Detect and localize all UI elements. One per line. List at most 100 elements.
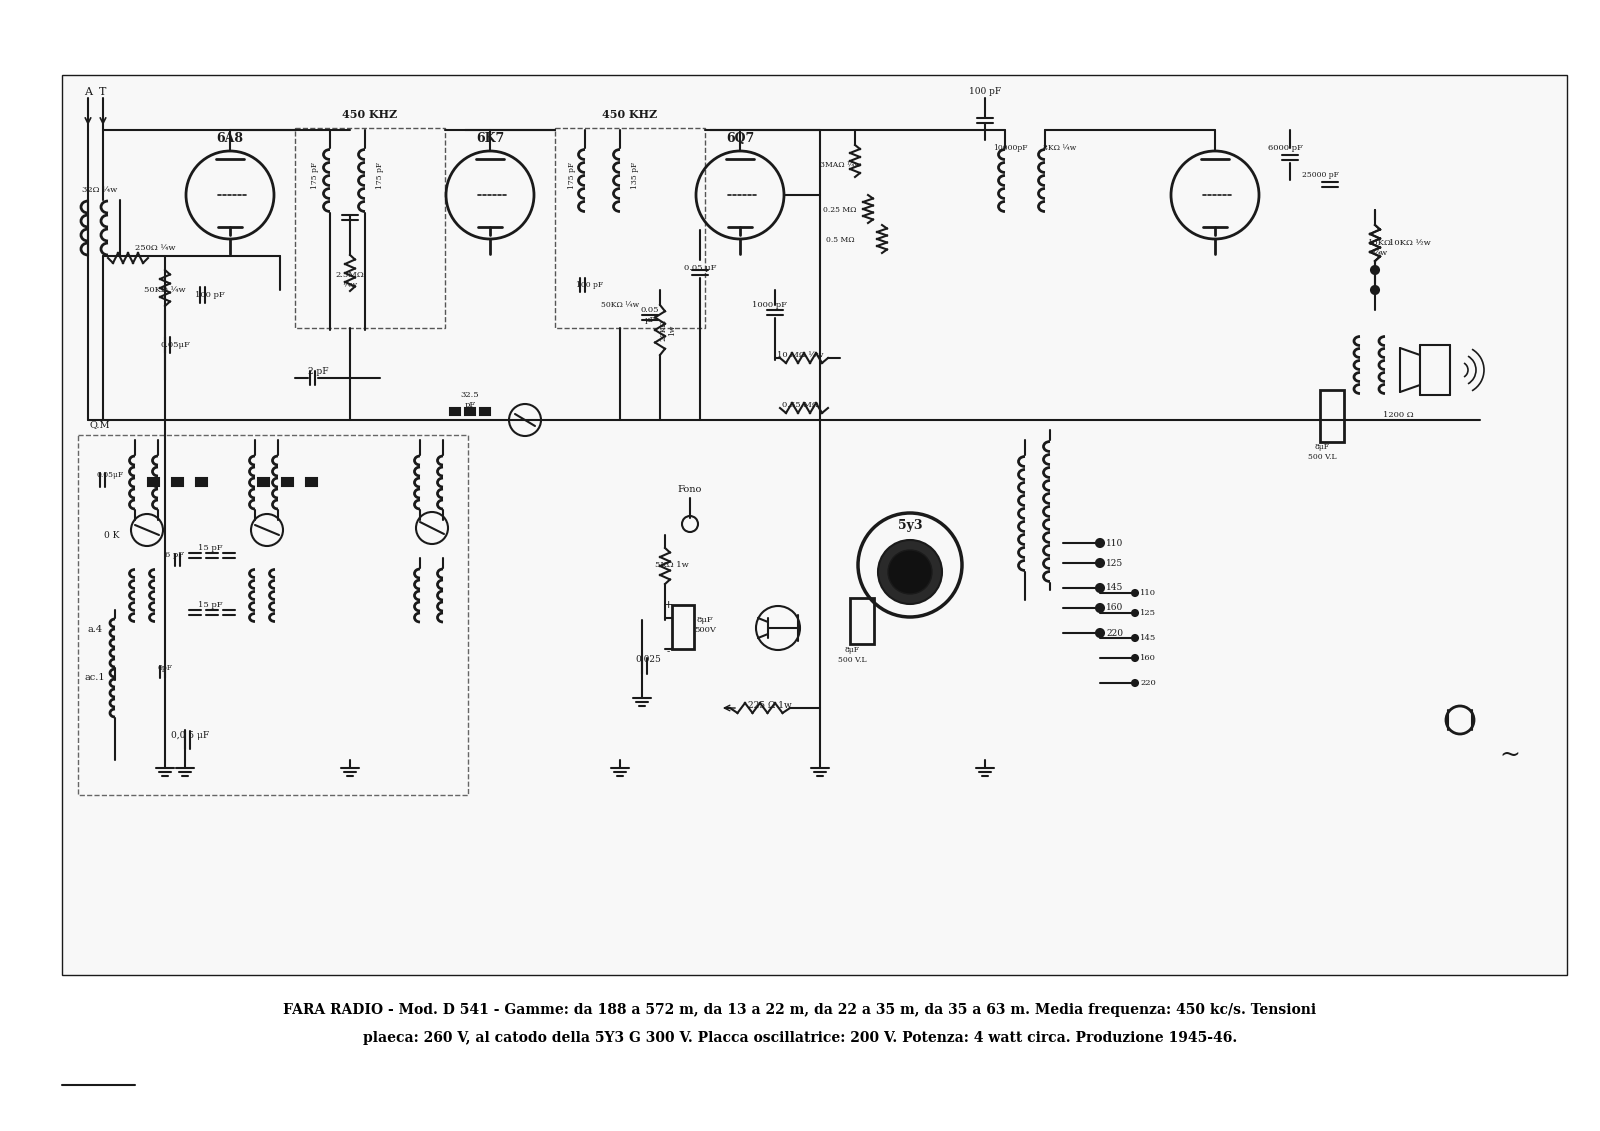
Bar [672, 605, 694, 649]
Circle shape [1371, 286, 1379, 294]
Text: 110: 110 [1106, 538, 1123, 547]
Bar [480, 408, 490, 415]
Text: Q.M: Q.M [90, 421, 110, 430]
Text: 2 pF: 2 pF [307, 368, 328, 377]
Text: 160: 160 [1141, 654, 1155, 662]
Text: 100 pF: 100 pF [195, 291, 226, 299]
Text: 100 pF: 100 pF [576, 280, 603, 290]
Text: 0 K: 0 K [104, 530, 120, 539]
Text: 175 pF: 175 pF [568, 162, 576, 189]
Bar [1320, 390, 1344, 442]
Text: 8μF
500 V.L: 8μF 500 V.L [1307, 443, 1336, 460]
Text: 50KΩ ¼w: 50KΩ ¼w [602, 301, 638, 309]
Text: 1200 Ω: 1200 Ω [1382, 411, 1413, 418]
Text: ac.1: ac.1 [85, 673, 106, 682]
Text: 6pF: 6pF [157, 664, 173, 672]
Circle shape [888, 550, 931, 594]
Circle shape [1133, 610, 1138, 616]
Circle shape [878, 539, 942, 604]
Text: 0.025: 0.025 [635, 656, 661, 665]
Text: 160: 160 [1106, 604, 1123, 613]
Bar [258, 478, 269, 486]
Circle shape [1371, 266, 1379, 274]
Circle shape [1096, 559, 1104, 567]
Bar [62, 75, 1566, 975]
Text: 3MAΩ ¼w: 3MAΩ ¼w [819, 161, 861, 169]
Text: 8μF
500V: 8μF 500V [694, 616, 715, 633]
Text: 6A8: 6A8 [216, 132, 243, 146]
Bar [555, 128, 706, 328]
Text: 0.05 µF: 0.05 µF [683, 264, 717, 271]
Circle shape [1096, 584, 1104, 592]
Text: 1000 pF: 1000 pF [752, 301, 787, 309]
Circle shape [1096, 604, 1104, 612]
Text: 110: 110 [1139, 589, 1155, 597]
Text: 6K7: 6K7 [475, 132, 504, 146]
Text: 0.05μF: 0.05μF [96, 470, 123, 480]
Circle shape [1096, 539, 1104, 547]
Text: 250Ω ¼w: 250Ω ¼w [134, 244, 176, 252]
Text: 0,0 5 μF: 0,0 5 μF [171, 731, 210, 740]
Text: 0.05
µF: 0.05 µF [640, 307, 659, 323]
Text: 0.5 MΩ: 0.5 MΩ [826, 236, 854, 244]
Text: plaeca: 260 V, al catodo della 5Y3 G 300 V. Placca oscillatrice: 200 V. Potenza:: plaeca: 260 V, al catodo della 5Y3 G 300… [363, 1031, 1237, 1045]
Text: T: T [99, 87, 107, 97]
Bar [850, 598, 874, 644]
Text: 0.05μF: 0.05μF [160, 342, 190, 349]
Text: 6000 pF: 6000 pF [1267, 144, 1302, 152]
Text: 175 pF: 175 pF [376, 162, 384, 189]
Text: FARA RADIO - Mod. D 541 - Gamme: da 188 a 572 m, da 13 a 22 m, da 22 a 35 m, da : FARA RADIO - Mod. D 541 - Gamme: da 188 … [283, 1003, 1317, 1017]
Text: 0.25 MΩ: 0.25 MΩ [824, 206, 856, 214]
Bar [173, 478, 182, 486]
Text: 50KΩ ¼w: 50KΩ ¼w [144, 286, 186, 294]
Text: 5y3: 5y3 [898, 518, 922, 532]
Text: 8μF
500 V.L: 8μF 500 V.L [838, 647, 866, 664]
Circle shape [1133, 655, 1138, 661]
Text: 2.5MΩ
¼w: 2.5MΩ ¼w [336, 271, 365, 288]
Bar [62, 75, 1566, 975]
Text: 6Q7: 6Q7 [726, 132, 754, 146]
Text: ~: ~ [1499, 743, 1520, 767]
Text: 220: 220 [1107, 629, 1123, 638]
Text: 225 Ω 1w: 225 Ω 1w [749, 700, 792, 709]
Circle shape [1133, 680, 1138, 687]
Text: 15 pF: 15 pF [198, 544, 222, 552]
Text: 5KΩ 1w: 5KΩ 1w [654, 561, 690, 569]
Bar [294, 128, 445, 328]
Text: 100 pF: 100 pF [970, 87, 1002, 96]
Text: 32Ω ¼w: 32Ω ¼w [82, 185, 118, 195]
Bar [450, 408, 461, 415]
Text: 8KΩ ¼w: 8KΩ ¼w [1043, 144, 1077, 152]
Text: 135 pF: 135 pF [630, 162, 638, 189]
Text: 15 pF: 15 pF [198, 601, 222, 608]
Text: 450 KHZ: 450 KHZ [603, 110, 658, 121]
Text: a.4: a.4 [88, 625, 102, 634]
Text: 20KΩ
1w: 20KΩ 1w [659, 319, 677, 340]
Bar [78, 435, 467, 795]
Text: 0.35 MΩ: 0.35 MΩ [782, 402, 818, 409]
Text: 450 KHZ: 450 KHZ [342, 110, 397, 121]
Circle shape [1133, 634, 1138, 641]
Text: 6 pF: 6 pF [165, 551, 184, 559]
Text: 10000pF: 10000pF [992, 144, 1027, 152]
Circle shape [1133, 590, 1138, 596]
Text: 145: 145 [1106, 584, 1123, 593]
Bar [282, 478, 293, 486]
Text: A: A [83, 87, 93, 97]
Circle shape [1096, 629, 1104, 637]
Bar [466, 408, 475, 415]
Text: -: - [666, 648, 670, 656]
Text: 125: 125 [1106, 559, 1123, 568]
Text: 175 pF: 175 pF [310, 162, 318, 189]
Text: 32.5
pF: 32.5 pF [461, 391, 480, 408]
Text: 220: 220 [1141, 679, 1155, 687]
Text: 10KΩ ½w: 10KΩ ½w [1389, 239, 1430, 247]
Text: 10 MΩ ¼w: 10 MΩ ¼w [776, 351, 824, 359]
Text: 25000 pF: 25000 pF [1301, 171, 1339, 179]
Bar [195, 478, 206, 486]
Text: 145: 145 [1139, 634, 1157, 642]
Text: 125: 125 [1139, 608, 1155, 618]
Text: +: + [664, 601, 672, 610]
Text: Fono: Fono [678, 485, 702, 494]
Bar [306, 478, 317, 486]
